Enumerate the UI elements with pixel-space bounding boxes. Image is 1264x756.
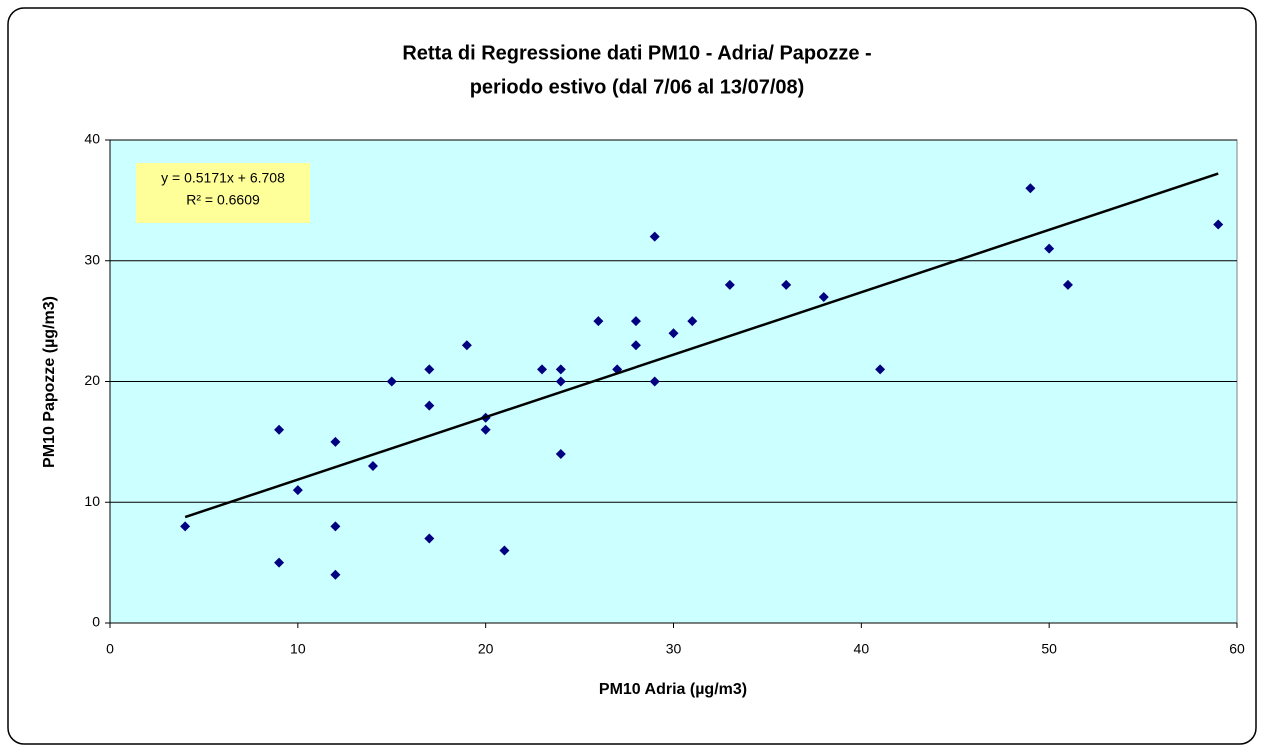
data-point	[630, 340, 641, 351]
annotation-box	[136, 163, 310, 223]
r-squared: R² = 0.6609	[186, 192, 260, 208]
data-point	[1213, 219, 1224, 230]
data-point	[424, 364, 435, 375]
y-tick-label: 0	[92, 614, 100, 630]
data-point	[668, 328, 679, 339]
data-point	[818, 291, 829, 302]
x-axis-label: PM10 Adria (µg/m3)	[599, 681, 747, 698]
trendline-equation: y = 0.5171x + 6.708	[161, 170, 285, 186]
trendline	[184, 172, 1219, 519]
data-point	[424, 400, 435, 411]
data-point	[630, 316, 641, 327]
data-point	[649, 376, 660, 387]
x-tick-label: 50	[1041, 641, 1057, 657]
data-point	[292, 485, 303, 496]
chart-title: periodo estivo (dal 7/06 al 13/07/08)	[470, 76, 805, 98]
data-point	[480, 424, 491, 435]
data-point	[180, 521, 191, 532]
data-point	[330, 569, 341, 580]
y-tick-label: 20	[84, 372, 100, 388]
x-tick-label: 40	[854, 641, 870, 657]
data-point	[724, 279, 735, 290]
chart-title: Retta di Regressione dati PM10 - Adria/ …	[402, 42, 871, 64]
data-point	[1044, 243, 1055, 254]
data-point	[649, 231, 660, 242]
data-point	[875, 364, 886, 375]
data-point	[274, 557, 285, 568]
data-point	[367, 461, 378, 472]
y-tick-label: 40	[84, 131, 100, 147]
data-point	[781, 279, 792, 290]
x-tick-label: 0	[106, 641, 114, 657]
data-point	[330, 436, 341, 447]
data-point	[555, 448, 566, 459]
data-point	[555, 364, 566, 375]
x-tick-label: 10	[290, 641, 306, 657]
x-tick-label: 60	[1229, 641, 1245, 657]
data-point	[274, 424, 285, 435]
x-tick-label: 30	[666, 641, 682, 657]
data-point	[537, 364, 548, 375]
data-point	[424, 533, 435, 544]
data-point	[461, 340, 472, 351]
data-point	[330, 521, 341, 532]
data-point	[499, 545, 510, 556]
data-point	[687, 316, 698, 327]
data-point	[386, 376, 397, 387]
data-point	[1062, 279, 1073, 290]
y-tick-label: 10	[84, 493, 100, 509]
y-axis-label: PM10 Papozze (µg/m3)	[41, 296, 58, 468]
x-tick-label: 20	[478, 641, 494, 657]
y-tick-label: 30	[84, 251, 100, 267]
data-point	[555, 376, 566, 387]
data-point	[1025, 183, 1036, 194]
data-point	[593, 316, 604, 327]
